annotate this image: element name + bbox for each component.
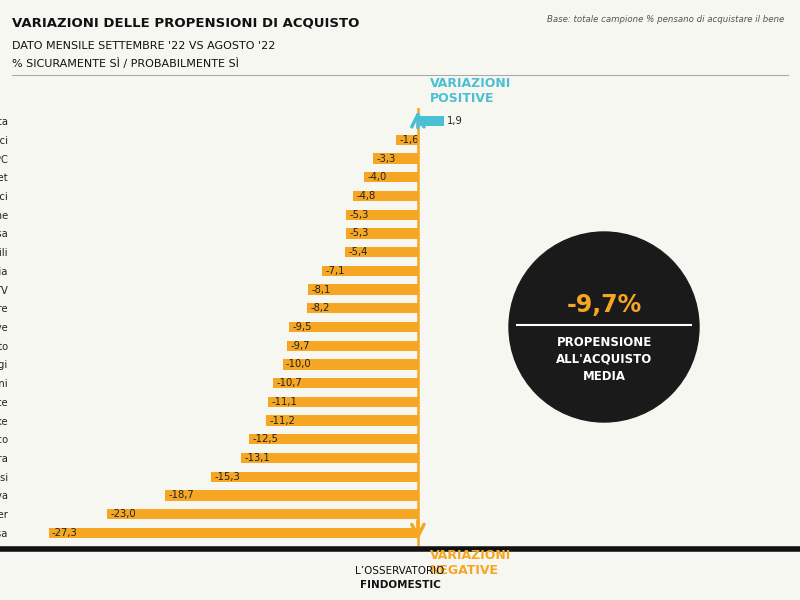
Bar [290,322,418,332]
Bar [249,434,418,445]
Bar [106,509,418,520]
Text: -9,5: -9,5 [293,322,312,332]
Bar [268,397,418,407]
Text: -23,0: -23,0 [110,509,136,519]
Bar [308,284,418,295]
Text: -5,3: -5,3 [350,229,369,238]
Text: VARIAZIONI
POSITIVE: VARIAZIONI POSITIVE [430,77,511,105]
Bar [211,472,418,482]
Text: -4,8: -4,8 [356,191,375,201]
Bar [49,528,418,538]
Text: -15,3: -15,3 [214,472,240,482]
Text: -3,3: -3,3 [377,154,396,164]
Text: -9,7: -9,7 [290,341,310,351]
Text: -12,5: -12,5 [252,434,278,445]
Text: % SICURAMENTE SÌ / PROBABILMENTE SÌ: % SICURAMENTE SÌ / PROBABILMENTE SÌ [12,58,239,69]
Text: -10,7: -10,7 [277,378,302,388]
Bar [346,209,418,220]
Bar [346,228,418,239]
Text: -4,0: -4,0 [367,172,386,182]
Text: 1,9: 1,9 [447,116,463,126]
Text: -5,4: -5,4 [348,247,367,257]
Text: VARIAZIONI DELLE PROPENSIONI DI ACQUISTO: VARIAZIONI DELLE PROPENSIONI DI ACQUISTO [12,17,359,30]
Text: -11,1: -11,1 [271,397,297,407]
Text: -8,1: -8,1 [312,284,331,295]
Circle shape [509,232,699,422]
Bar [396,134,418,145]
Text: -7,1: -7,1 [326,266,345,276]
Bar [364,172,418,182]
Text: FINDOMESTIC: FINDOMESTIC [359,580,441,590]
Text: -13,1: -13,1 [244,453,270,463]
Bar [345,247,418,257]
Bar [165,490,418,500]
Bar [418,116,443,126]
Bar [286,341,418,351]
Text: -11,2: -11,2 [270,416,296,425]
Bar [266,415,418,426]
Bar [307,303,418,313]
Text: VARIAZIONI
NEGATIVE: VARIAZIONI NEGATIVE [430,549,511,577]
Text: -27,3: -27,3 [52,528,78,538]
Bar [353,191,418,201]
Bar [241,453,418,463]
Text: DATO MENSILE SETTEMBRE '22 VS AGOSTO '22: DATO MENSILE SETTEMBRE '22 VS AGOSTO '22 [12,41,275,51]
Text: -18,7: -18,7 [168,490,194,500]
Bar [282,359,418,370]
Text: -8,2: -8,2 [310,303,330,313]
Text: Base: totale campione % pensano di acquistare il bene: Base: totale campione % pensano di acqui… [546,15,784,24]
Text: -5,3: -5,3 [350,209,369,220]
Text: -1,6: -1,6 [400,135,419,145]
Bar [322,266,418,276]
Text: PROPENSIONE
ALL'ACQUISTO
MEDIA: PROPENSIONE ALL'ACQUISTO MEDIA [556,335,652,383]
Text: -9,7%: -9,7% [566,293,642,317]
Text: L’OSSERVATORIO: L’OSSERVATORIO [355,566,445,576]
Bar [374,154,418,164]
Text: -10,0: -10,0 [286,359,311,370]
Bar [273,378,418,388]
